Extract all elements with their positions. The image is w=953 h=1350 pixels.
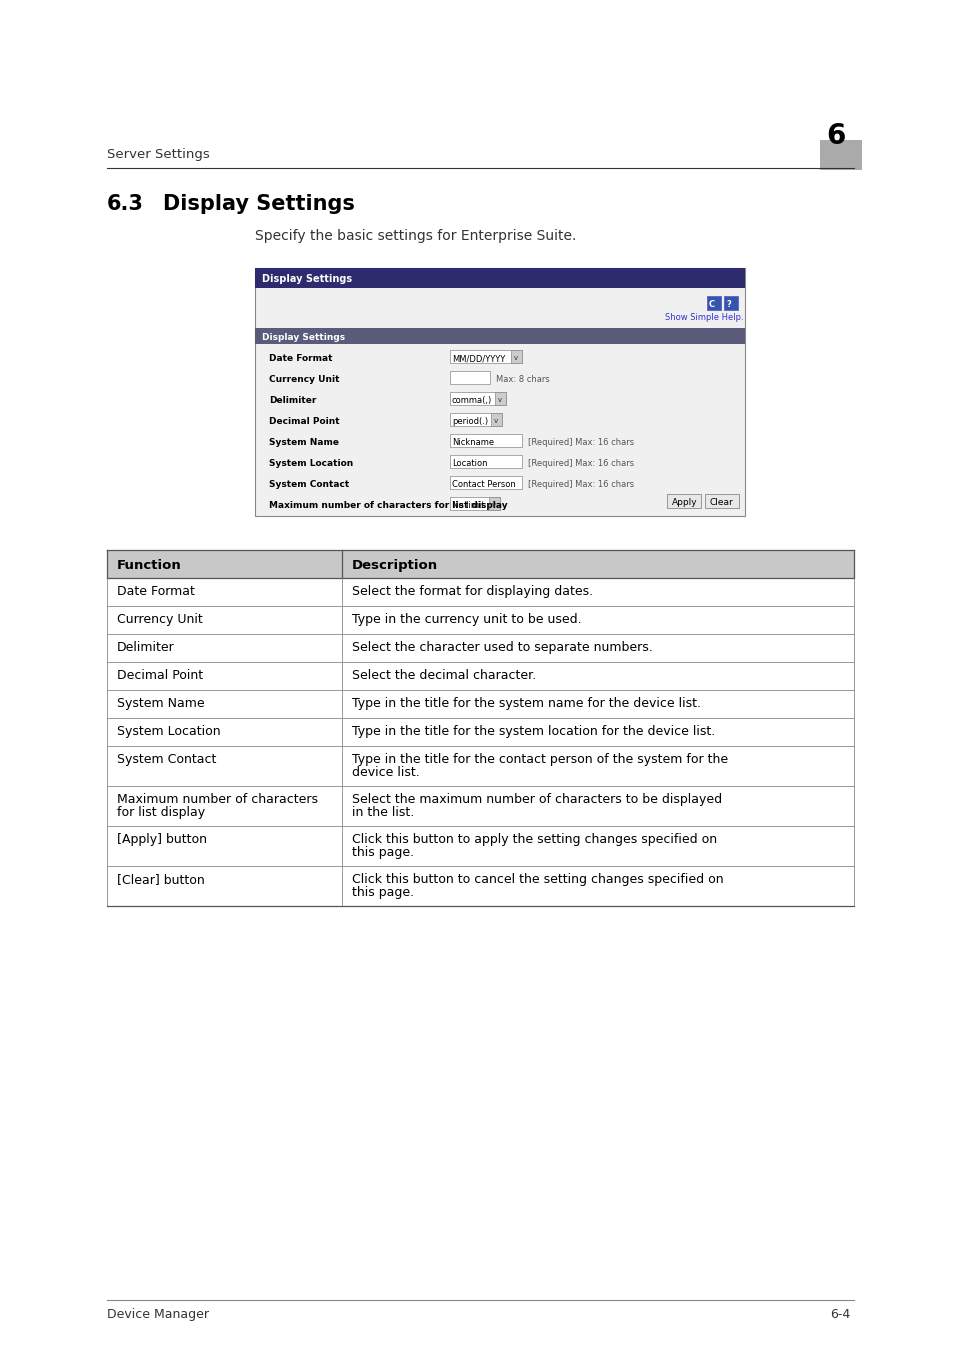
Text: Clear: Clear — [709, 498, 733, 508]
Text: [Required] Max: 16 chars: [Required] Max: 16 chars — [527, 459, 634, 468]
Bar — [107, 690, 853, 718]
Text: Delimiter: Delimiter — [117, 641, 174, 653]
Text: Select the format for displaying dates.: Select the format for displaying dates. — [352, 585, 593, 598]
Text: C: C — [708, 300, 715, 309]
Text: Apply: Apply — [671, 498, 697, 508]
Text: System Location: System Location — [269, 459, 353, 468]
Bar — [450, 350, 521, 363]
Text: v: v — [492, 502, 496, 508]
Text: System Name: System Name — [269, 437, 338, 447]
Text: Click this button to cancel the setting changes specified on: Click this button to cancel the setting … — [352, 873, 723, 886]
Bar — [107, 578, 853, 606]
Bar — [450, 477, 521, 489]
Bar — [107, 786, 853, 826]
Text: comma(,): comma(,) — [452, 396, 492, 405]
Bar — [450, 497, 499, 510]
Bar — [450, 413, 501, 427]
Text: Currency Unit: Currency Unit — [117, 613, 203, 626]
Text: Location: Location — [452, 459, 487, 468]
Bar — [107, 606, 853, 634]
Text: No limit: No limit — [452, 501, 484, 510]
Text: System Contact: System Contact — [117, 753, 216, 765]
Bar — [107, 549, 853, 578]
Text: Type in the title for the system location for the device list.: Type in the title for the system locatio… — [352, 725, 715, 738]
Text: Description: Description — [352, 559, 437, 572]
Bar — [450, 455, 521, 468]
Bar — [107, 747, 853, 786]
Text: System Contact: System Contact — [269, 481, 349, 489]
Bar — [107, 718, 853, 747]
Text: v: v — [494, 418, 497, 424]
Text: device list.: device list. — [352, 765, 419, 779]
Text: this page.: this page. — [352, 846, 414, 859]
Text: Delimiter: Delimiter — [269, 396, 316, 405]
Text: [Required] Max: 16 chars: [Required] Max: 16 chars — [527, 437, 634, 447]
Text: [Apply] button: [Apply] button — [117, 833, 207, 846]
Text: Select the character used to separate numbers.: Select the character used to separate nu… — [352, 641, 652, 653]
Bar — [450, 371, 490, 383]
Text: v: v — [514, 355, 517, 360]
Text: Select the decimal character.: Select the decimal character. — [352, 670, 536, 682]
Bar — [511, 350, 521, 363]
Text: [Required] Max: 16 chars: [Required] Max: 16 chars — [527, 481, 634, 489]
Bar — [107, 826, 853, 865]
Bar — [254, 269, 744, 516]
Text: MM/DD/YYYY: MM/DD/YYYY — [452, 354, 505, 363]
Text: this page.: this page. — [352, 886, 414, 899]
Bar — [704, 494, 739, 508]
Bar — [820, 140, 862, 170]
Text: in the list.: in the list. — [352, 806, 414, 819]
Text: Device Manager: Device Manager — [107, 1308, 209, 1322]
Text: period(.): period(.) — [452, 417, 488, 427]
Text: Display Settings: Display Settings — [163, 194, 355, 215]
Text: Date Format: Date Format — [117, 585, 194, 598]
Text: Select the maximum number of characters to be displayed: Select the maximum number of characters … — [352, 792, 721, 806]
Text: Currency Unit: Currency Unit — [269, 375, 339, 383]
Bar — [107, 634, 853, 662]
Bar — [666, 494, 700, 508]
Text: Server Settings: Server Settings — [107, 148, 210, 161]
Text: Click this button to apply the setting changes specified on: Click this button to apply the setting c… — [352, 833, 717, 846]
Bar — [723, 296, 738, 310]
Text: 6.3: 6.3 — [107, 194, 144, 215]
Text: Type in the currency unit to be used.: Type in the currency unit to be used. — [352, 613, 581, 626]
Text: Contact Person: Contact Person — [452, 481, 516, 489]
Text: Display Settings: Display Settings — [262, 274, 352, 284]
Bar — [450, 392, 505, 405]
Text: Type in the title for the system name for the device list.: Type in the title for the system name fo… — [352, 697, 700, 710]
Text: 6-4: 6-4 — [829, 1308, 849, 1322]
Text: Decimal Point: Decimal Point — [117, 670, 203, 682]
Text: Maximum number of characters for list display: Maximum number of characters for list di… — [269, 501, 507, 510]
Bar — [254, 328, 744, 344]
Text: Specify the basic settings for Enterprise Suite.: Specify the basic settings for Enterpris… — [254, 230, 576, 243]
Text: v: v — [497, 397, 501, 404]
Text: Show Simple Help.: Show Simple Help. — [664, 313, 742, 323]
Text: ?: ? — [725, 300, 730, 309]
Bar — [107, 865, 853, 906]
Bar — [706, 296, 720, 310]
Text: Decimal Point: Decimal Point — [269, 417, 339, 427]
Text: System Name: System Name — [117, 697, 204, 710]
Text: Function: Function — [117, 559, 182, 572]
Bar — [495, 392, 505, 405]
Text: Maximum number of characters: Maximum number of characters — [117, 792, 317, 806]
Text: Date Format: Date Format — [269, 354, 333, 363]
Bar — [254, 269, 744, 288]
Bar — [107, 662, 853, 690]
Text: Max: 8 chars: Max: 8 chars — [496, 375, 549, 383]
Bar — [450, 433, 521, 447]
Text: 6: 6 — [825, 122, 844, 150]
Text: Nickname: Nickname — [452, 437, 494, 447]
Text: Type in the title for the contact person of the system for the: Type in the title for the contact person… — [352, 753, 727, 765]
Text: System Location: System Location — [117, 725, 220, 738]
Text: Display Settings: Display Settings — [262, 333, 345, 342]
Bar — [491, 413, 501, 427]
Text: for list display: for list display — [117, 806, 205, 819]
Text: [Clear] button: [Clear] button — [117, 873, 205, 886]
Bar — [489, 497, 499, 510]
